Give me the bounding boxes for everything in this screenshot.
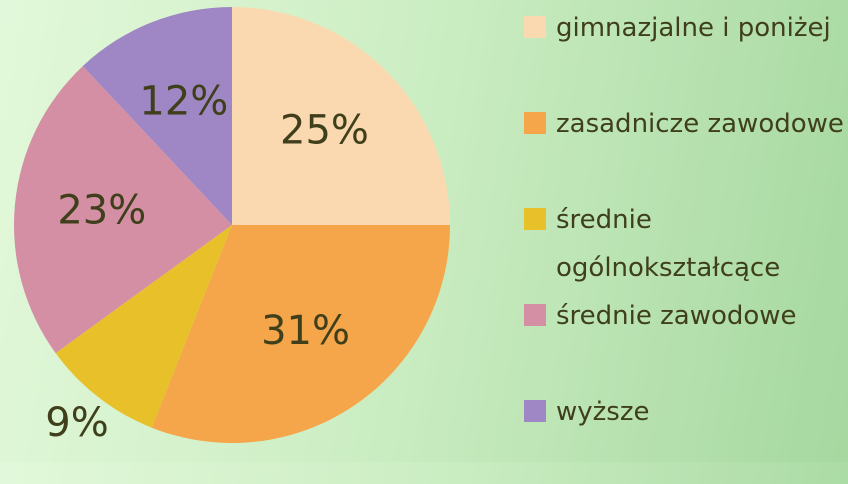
legend-label: średnie zawodowe [556,301,797,331]
legend-item: gimnazjalne i poniżej [524,4,846,100]
legend-item: średnie ogólnokształcące [524,196,846,292]
pie-slice [232,7,450,225]
legend-label: gimnazjalne i poniżej [556,13,831,43]
legend-swatch [524,400,546,422]
legend-item: wyższe [524,388,846,484]
pie-slice [82,7,232,225]
legend-swatch [524,208,546,230]
legend-label: zasadnicze zawodowe [556,109,844,139]
legend-item: zasadnicze zawodowe [524,100,846,196]
data-label: 31% [261,308,350,354]
legend: gimnazjalne i poniżej zasadnicze zawodowe… [524,4,846,484]
data-label: 9% [45,400,108,446]
data-label: 25% [280,108,369,154]
legend-swatch [524,112,546,134]
pie-slice [55,225,233,428]
chart: 25% 31% 9% 23% 12% [13,7,450,446]
pie-slice [13,66,232,354]
data-label: 23% [57,188,146,234]
page: 25% 31% 9% 23% 12% gimnazjalne i poniżej zasa… [0,0,848,462]
data-label: 12% [139,78,228,124]
pie-slice [151,225,450,443]
legend-label: średnie ogólnokształcące [556,205,781,283]
legend-swatch [524,304,546,326]
legend-swatch [524,16,546,38]
legend-label: wyższe [556,397,650,427]
legend-item: średnie zawodowe [524,292,846,388]
